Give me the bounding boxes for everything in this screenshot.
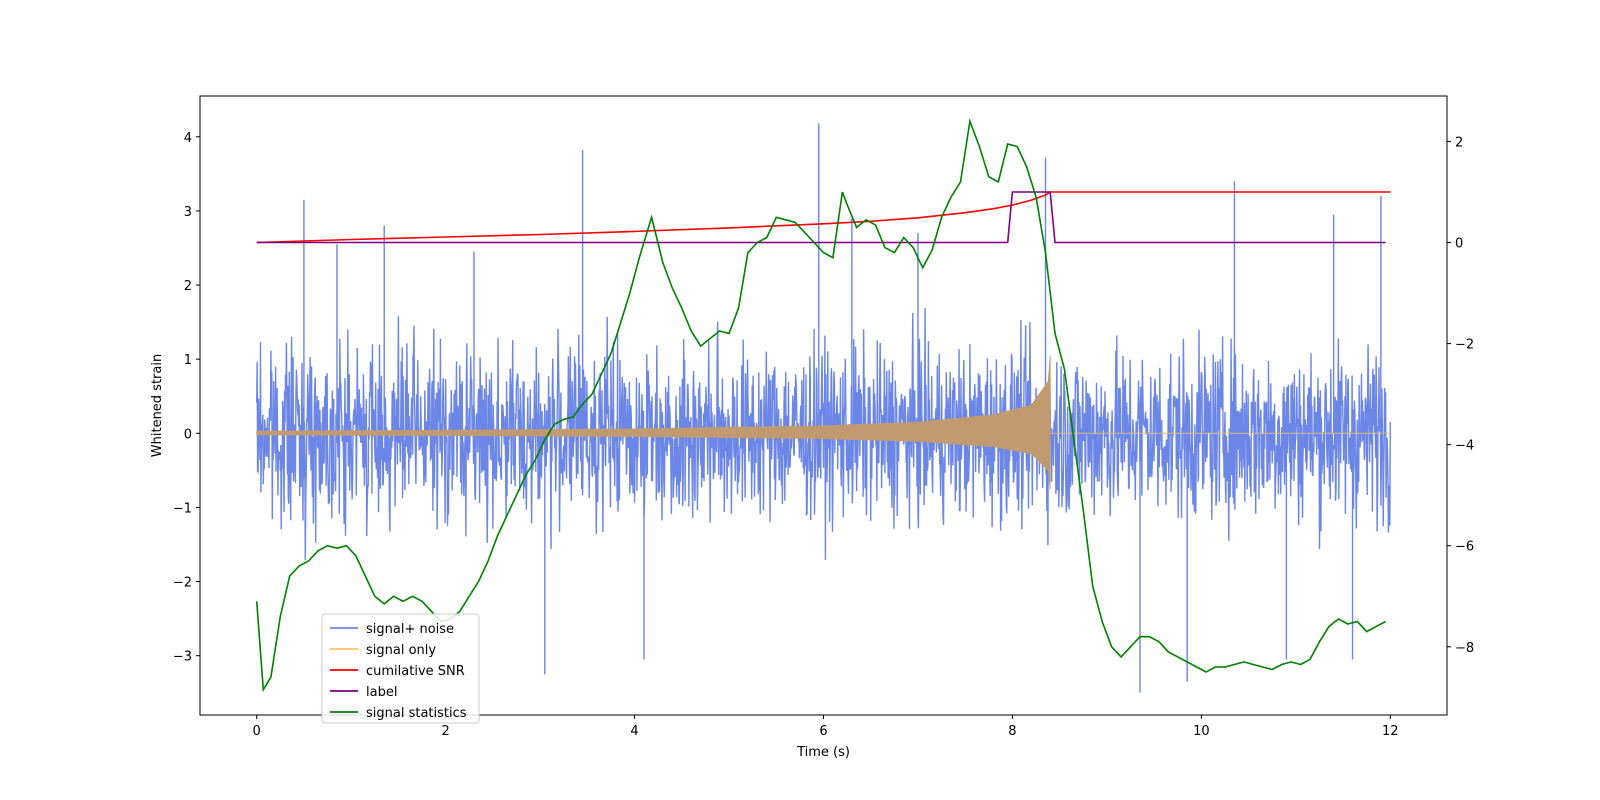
x-axis-label: Time (s)	[796, 745, 850, 760]
x-tick-label: 8	[1008, 724, 1016, 739]
x-tick-label: 4	[630, 724, 638, 739]
legend-label: signal only	[366, 643, 436, 658]
series-band-signal-only	[256, 355, 1051, 490]
series-line-cumilative-snr	[256, 191, 1391, 244]
y-tick-label: −3	[173, 650, 192, 665]
y-tick-label: −1	[173, 501, 192, 516]
x-tick-label: 10	[1193, 724, 1210, 739]
legend-box	[321, 613, 480, 724]
series-line-signal-noise	[256, 308, 1392, 561]
legend-label: label	[366, 685, 397, 700]
y-axis-label: Whitened strain	[150, 354, 165, 457]
y-right-tick-label: −6	[1455, 540, 1474, 555]
y-tick-label: 3	[184, 205, 192, 220]
x-tick-label: 12	[1382, 724, 1399, 739]
y-right-tick-label: −4	[1455, 439, 1474, 454]
y-right-tick-label: −2	[1455, 338, 1474, 353]
x-tick-label: 2	[441, 724, 449, 739]
y-right-tick-label: −8	[1455, 641, 1474, 656]
y-tick-label: 2	[184, 279, 192, 294]
y-tick-label: 0	[184, 427, 192, 442]
y-right-tick-label: 0	[1455, 237, 1463, 252]
x-tick-label: 6	[819, 724, 827, 739]
y-right-tick-label: 2	[1455, 135, 1463, 150]
legend-label: signal+ noise	[366, 622, 454, 637]
series-signal-only	[256, 355, 1391, 490]
x-tick-label: 0	[253, 724, 261, 739]
legend: signal+ noise signal only cumilative SNR la…	[321, 613, 480, 724]
legend-label: signal statistics	[366, 706, 467, 721]
legend-label: cumilative SNR	[366, 664, 465, 679]
y-tick-label: −2	[173, 576, 192, 591]
y-tick-label: 4	[184, 131, 192, 146]
y-tick-label: 1	[184, 353, 192, 368]
